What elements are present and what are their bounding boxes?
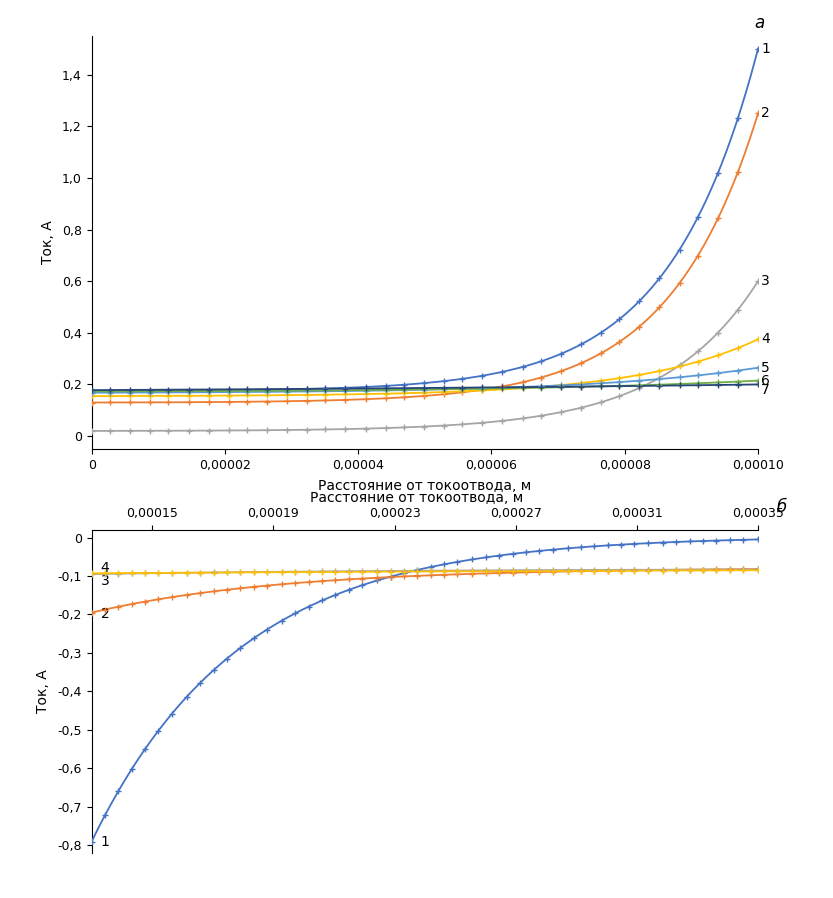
- Text: а: а: [755, 13, 765, 31]
- Text: 3: 3: [101, 574, 109, 588]
- Text: 7: 7: [761, 383, 771, 397]
- Text: 4: 4: [761, 332, 771, 347]
- Text: 1: 1: [761, 42, 771, 56]
- Text: б: б: [777, 498, 787, 516]
- Y-axis label: Ток, А: Ток, А: [37, 670, 51, 713]
- Text: 2: 2: [101, 607, 109, 621]
- Text: 5: 5: [761, 361, 771, 374]
- Text: 1: 1: [101, 834, 110, 849]
- Text: Расстояние от токоотвода, м: Расстояние от токоотвода, м: [310, 491, 523, 506]
- Y-axis label: Ток, А: Ток, А: [41, 221, 55, 264]
- Text: 6: 6: [761, 374, 771, 388]
- X-axis label: Расстояние от токоотвода, м: Расстояние от токоотвода, м: [318, 479, 531, 493]
- Text: 2: 2: [761, 106, 771, 120]
- Text: 3: 3: [761, 274, 771, 288]
- Text: 4: 4: [101, 560, 109, 575]
